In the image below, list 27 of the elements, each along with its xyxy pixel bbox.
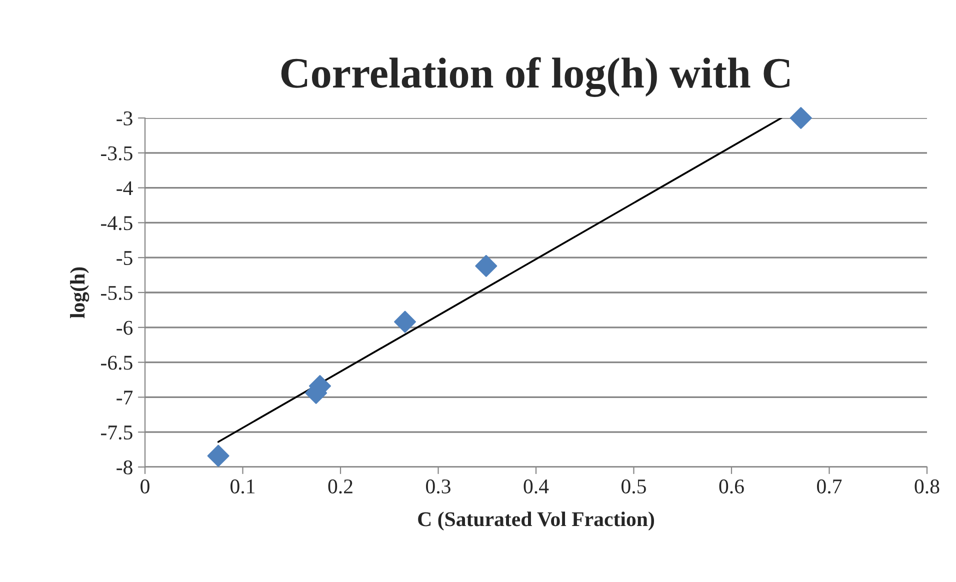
- x-tick-label: 0: [140, 479, 150, 494]
- x-tick-label: 0.2: [328, 479, 352, 494]
- x-tick-label: 0.5: [622, 479, 646, 494]
- y-tick-label: -4.5: [100, 216, 132, 230]
- x-tick-label: 0.3: [426, 479, 450, 494]
- x-tick-label: 0.4: [524, 479, 549, 494]
- y-tick-label: -6.5: [100, 356, 132, 370]
- y-tick-label: -4: [116, 181, 133, 196]
- x-tick-label: 0.7: [817, 479, 842, 494]
- x-axis-title: C (Saturated Vol Fraction): [418, 512, 654, 530]
- point: [790, 107, 812, 129]
- y-axis-title: log(h): [70, 267, 90, 318]
- y-tick-label: -3: [116, 111, 132, 126]
- point: [394, 310, 416, 333]
- point: [475, 254, 498, 277]
- y-tick-label: -7.5: [100, 426, 132, 440]
- y-tick-label: -3.5: [100, 146, 132, 160]
- x-tick-label: 0.1: [230, 479, 255, 494]
- x-tick-label: 0.8: [914, 479, 940, 494]
- point: [207, 444, 230, 467]
- y-tick-label: -5.5: [100, 286, 132, 300]
- y-tick-label: -5: [116, 251, 132, 266]
- y-tick-label: -6: [116, 320, 133, 335]
- chart-title: Correlation of log(h) with C: [281, 57, 790, 97]
- y-tick-label: -7: [116, 390, 133, 404]
- x-tick-label: 0.6: [719, 479, 744, 494]
- y-tick-label: -8: [116, 460, 132, 474]
